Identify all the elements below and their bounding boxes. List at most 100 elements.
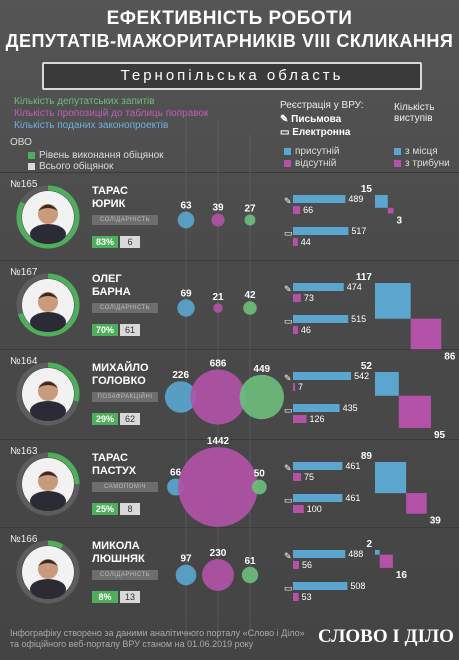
written-absent-bar	[293, 383, 295, 391]
avatar-suit	[30, 491, 66, 511]
from-seat-label: 89	[361, 451, 373, 462]
deputy-name: МИХАЙЛО ГОЛОВКО	[92, 362, 149, 388]
deputy-last-name: ПАСТУХ	[92, 465, 137, 477]
pink-square-icon	[394, 159, 401, 167]
electronic-absent-bar	[293, 415, 307, 423]
from-seat-label: 52	[361, 361, 373, 372]
electronic-absent-bar	[293, 238, 298, 246]
bills-bubble-label: 61	[244, 556, 256, 567]
page-title-line1: ЕФЕКТИВНІСТЬ РОБОТИ	[106, 8, 353, 29]
promise-percent-badge: 29%	[92, 413, 118, 425]
written-absent-bar-label: 75	[304, 472, 314, 482]
legend-from-tribune-text: з трибуни	[405, 158, 450, 169]
avatar-face	[38, 292, 58, 312]
bills-bubble	[243, 301, 257, 315]
avatar-face	[38, 204, 58, 224]
bills-bubble	[251, 479, 267, 495]
legend-registration-title: Реєстрація у ВРУ:	[280, 100, 364, 111]
party-badge: СОЛІДАРНІСТЬ	[92, 215, 158, 225]
written-present-bar	[293, 195, 346, 203]
from-seat-label: 117	[356, 272, 373, 283]
requests-bubble-label: 69	[180, 288, 192, 299]
legend-proposals: Кількість пропозицій до таблиць поправок	[14, 108, 209, 119]
written-present-bar-label: 488	[348, 549, 363, 559]
requests-bubble	[177, 299, 195, 317]
proposals-bubble-label: 1442	[207, 436, 230, 447]
pink-square-icon	[284, 159, 291, 167]
electronic-absent-bar-label: 46	[301, 325, 311, 335]
from-seat-label: 2	[366, 539, 372, 550]
promise-total-badge: 62	[120, 413, 140, 425]
electronic-present-bar	[293, 404, 340, 412]
legend-promise-level: Рівень виконання обіцянок	[28, 150, 164, 161]
monitor-icon: ▭	[284, 583, 293, 593]
written-absent-bar	[293, 561, 299, 569]
legend-written-text: Письмова	[291, 114, 342, 125]
deputy-name: ТАРАС ЮРИК	[92, 185, 128, 211]
promise-total-badge: 6	[120, 236, 140, 248]
from-tribune-label: 86	[444, 351, 456, 362]
proposals-bubble	[211, 213, 225, 227]
avatar-hair	[38, 204, 58, 211]
proposals-bubble-label: 21	[212, 292, 224, 303]
written-present-bar	[293, 462, 343, 470]
legend-from-seat: з місця	[394, 146, 438, 157]
legend-electronic-text: Електронна	[292, 127, 351, 138]
district-number: №166	[10, 534, 38, 545]
pencil-icon: ✎	[284, 284, 292, 294]
deputy-first-name: ТАРАС	[92, 452, 128, 464]
bills-bubble-label: 50	[254, 469, 266, 480]
legend-speeches-title: Кількість виступів	[394, 102, 435, 124]
from-tribune-label: 95	[434, 430, 446, 441]
party-badge: САМОПОМІЧ	[92, 482, 158, 492]
pencil-icon: ✎	[284, 196, 292, 206]
promise-ring-progress	[16, 452, 80, 516]
proposals-bubble-label: 230	[210, 548, 227, 559]
monitor-icon: ▭	[280, 127, 293, 138]
row-separator	[0, 349, 459, 350]
from-tribune-label: 3	[396, 215, 402, 226]
from-seat-label: 15	[361, 184, 373, 195]
avatar-suit	[30, 224, 66, 244]
promise-ring-progress	[16, 273, 80, 337]
green-square-icon	[28, 151, 35, 159]
bills-bubble	[244, 214, 256, 226]
electronic-present-bar-label: 517	[351, 226, 366, 236]
written-absent-bar-label: 7	[298, 382, 303, 392]
electronic-absent-bar-label: 100	[307, 504, 322, 514]
from-tribune-square	[387, 207, 394, 214]
deputy-last-name: ГОЛОВКО	[92, 375, 146, 387]
written-absent-bar	[293, 206, 301, 214]
bills-bubble-label: 449	[253, 364, 270, 375]
proposals-bubble	[190, 369, 246, 425]
from-seat-square	[375, 372, 399, 396]
legend-promise-total: Всього обіцянок	[28, 161, 113, 172]
district-number: №165	[10, 179, 38, 190]
written-present-bar	[293, 372, 352, 380]
electronic-present-bar-label: 461	[345, 493, 360, 503]
legend-promise-level-text: Рівень виконання обіцянок	[39, 150, 164, 161]
deputy-name: ТАРАС ПАСТУХ	[92, 452, 136, 478]
deputy-last-name: ЛЮШНЯК	[92, 553, 145, 565]
footer-note: Інфографіку створено за даними аналітичн…	[10, 628, 305, 650]
legend-absent: відсутній	[284, 158, 336, 169]
written-present-bar-label: 542	[354, 371, 369, 381]
avatar-suit	[30, 312, 66, 332]
row-separator	[0, 260, 459, 261]
blue-square-icon	[394, 147, 401, 155]
electronic-present-bar	[293, 494, 343, 502]
bills-bubble-label: 42	[244, 290, 256, 301]
party-badge: СОЛІДАРНІСТЬ	[92, 303, 158, 313]
requests-bubble-label: 97	[180, 554, 192, 565]
promise-ring-progress	[16, 540, 80, 604]
electronic-absent-bar-label: 44	[301, 237, 311, 247]
requests-bubble	[164, 381, 197, 413]
requests-bubble-label: 66	[170, 467, 182, 478]
pencil-icon: ✎	[284, 551, 292, 561]
from-seat-square	[375, 195, 388, 208]
avatar-face	[38, 559, 58, 579]
proposals-bubble-label: 686	[210, 358, 227, 369]
footer-line2: та офіційного веб-порталу ВРУ станом на …	[10, 639, 254, 649]
written-absent-bar-label: 73	[304, 293, 314, 303]
